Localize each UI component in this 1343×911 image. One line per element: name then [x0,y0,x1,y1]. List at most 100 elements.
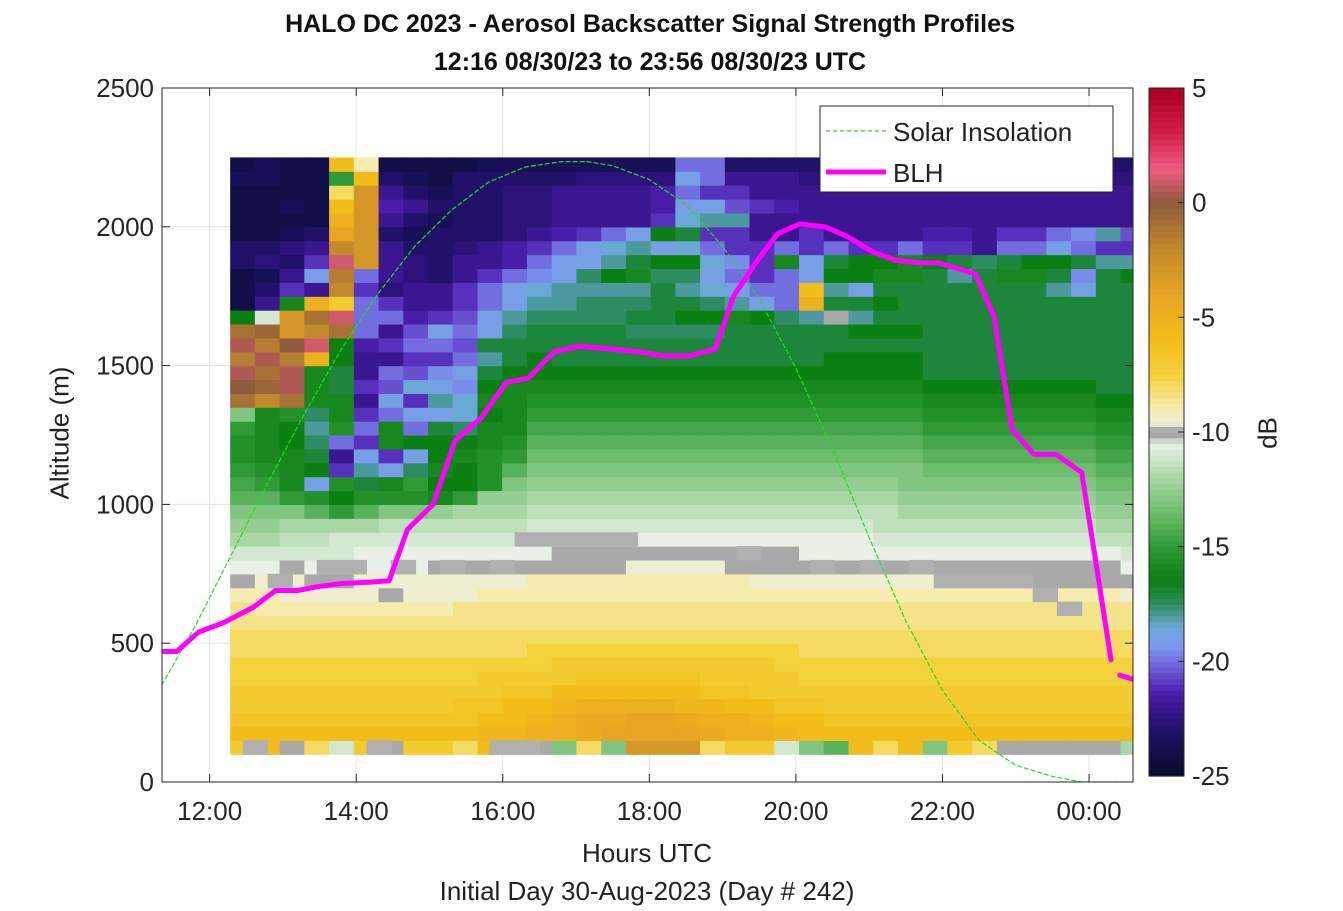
heatmap-cell [230,559,256,575]
heatmap-cell [774,351,800,367]
colorbar-tick-label: 5 [1192,73,1206,103]
heatmap-cell [625,601,652,617]
heatmap-cell [378,351,404,367]
heatmap-cell [601,643,627,658]
heatmap-cell [502,254,528,270]
heatmap-cell [230,393,256,408]
heatmap-cell [1046,546,1072,561]
colorbar-segment [1149,162,1184,169]
heatmap-cell [1021,490,1047,505]
heatmap-cell [650,698,676,714]
heatmap-cell [477,462,503,478]
heatmap-cell [1120,546,1133,561]
heatmap-cell [1095,296,1122,311]
colorbar-segment [1149,747,1184,754]
heatmap-cell [576,726,602,741]
heatmap-cell [551,282,578,297]
heatmap-cell [329,476,355,492]
heatmap-cell [1120,407,1133,422]
heatmap-cell [378,712,404,728]
heatmap-cell [304,296,330,311]
heatmap-cell [428,684,454,700]
heatmap-cell [378,254,404,270]
heatmap-cell [1095,323,1122,339]
heatmap-cell [1021,532,1047,547]
heatmap-cell [724,476,751,492]
heatmap-cell [329,462,355,478]
heatmap-cell [799,476,825,492]
heatmap-cell [279,310,305,325]
heatmap-cell [922,407,949,422]
heatmap-cell [774,323,800,339]
heatmap-missing-cell [539,532,565,547]
heatmap-cell [601,421,627,436]
heatmap-cell [922,726,949,741]
heatmap-cell [1120,615,1133,630]
heatmap-cell [576,559,602,575]
heatmap-cell [279,337,305,353]
heatmap-cell [502,726,528,741]
heatmap-cell [304,601,330,617]
heatmap-cell [304,157,330,172]
y-tick-label: 1000 [96,489,154,519]
heatmap-missing-cell [809,559,836,575]
heatmap-cell [230,435,256,450]
heatmap-cell [700,268,726,283]
heatmap-cell [1046,629,1072,644]
heatmap-cell [947,601,973,617]
heatmap-cell [972,670,998,686]
heatmap-cell [724,199,751,214]
heatmap-missing-cell [489,559,515,575]
colorbar-segment [1149,529,1184,536]
heatmap-cell [799,670,825,686]
heatmap-cell [873,199,899,214]
colorbar-segment [1149,477,1184,485]
heatmap-cell [922,601,949,617]
heatmap-cell [897,670,924,686]
heatmap-cell [873,476,899,492]
heatmap-cell [650,157,676,172]
colorbar-segment [1149,311,1184,318]
heatmap-cell [996,282,1023,297]
heatmap-cell [329,254,355,270]
heatmap-cell [403,323,429,339]
heatmap-cell [972,435,998,450]
heatmap-cell [551,379,578,394]
heatmap-cell [1095,559,1122,575]
colorbar-segment [1149,219,1184,227]
heatmap-cell [254,421,281,436]
heatmap-cell [724,629,751,644]
heatmap-cell [1046,365,1072,381]
colorbar-tick-label: -10 [1192,417,1230,447]
heatmap-cell [996,254,1023,270]
colorbar-segment [1149,368,1184,376]
heatmap-cell [650,379,676,394]
heatmap-cell [279,698,305,714]
heatmap-cell [1071,421,1097,436]
heatmap-cell [1120,587,1133,603]
heatmap-cell [378,310,404,325]
heatmap-cell [329,212,355,228]
heatmap-cell [675,712,701,728]
heatmap-cell [1046,615,1072,630]
heatmap-cell [353,476,380,492]
heatmap-cell [922,684,949,700]
colorbar-segment [1149,598,1184,605]
heatmap-cell [922,365,949,381]
heatmap-cell [601,282,627,297]
heatmap-cell [625,559,652,575]
x-axis-sublabel: Initial Day 30-Aug-2023 (Day # 242) [439,876,855,906]
heatmap-cell [700,421,726,436]
heatmap-cell [1120,212,1133,228]
heatmap-cell [749,643,775,658]
y-tick-label: 2500 [96,73,154,103]
heatmap-cell [279,268,305,283]
heatmap-cell [897,296,924,311]
heatmap-cell [279,629,305,644]
heatmap-cell [625,684,652,700]
heatmap-cell [996,643,1023,658]
heatmap-cell [922,587,949,603]
heatmap-cell [329,546,355,561]
colorbar-segment [1149,351,1184,359]
